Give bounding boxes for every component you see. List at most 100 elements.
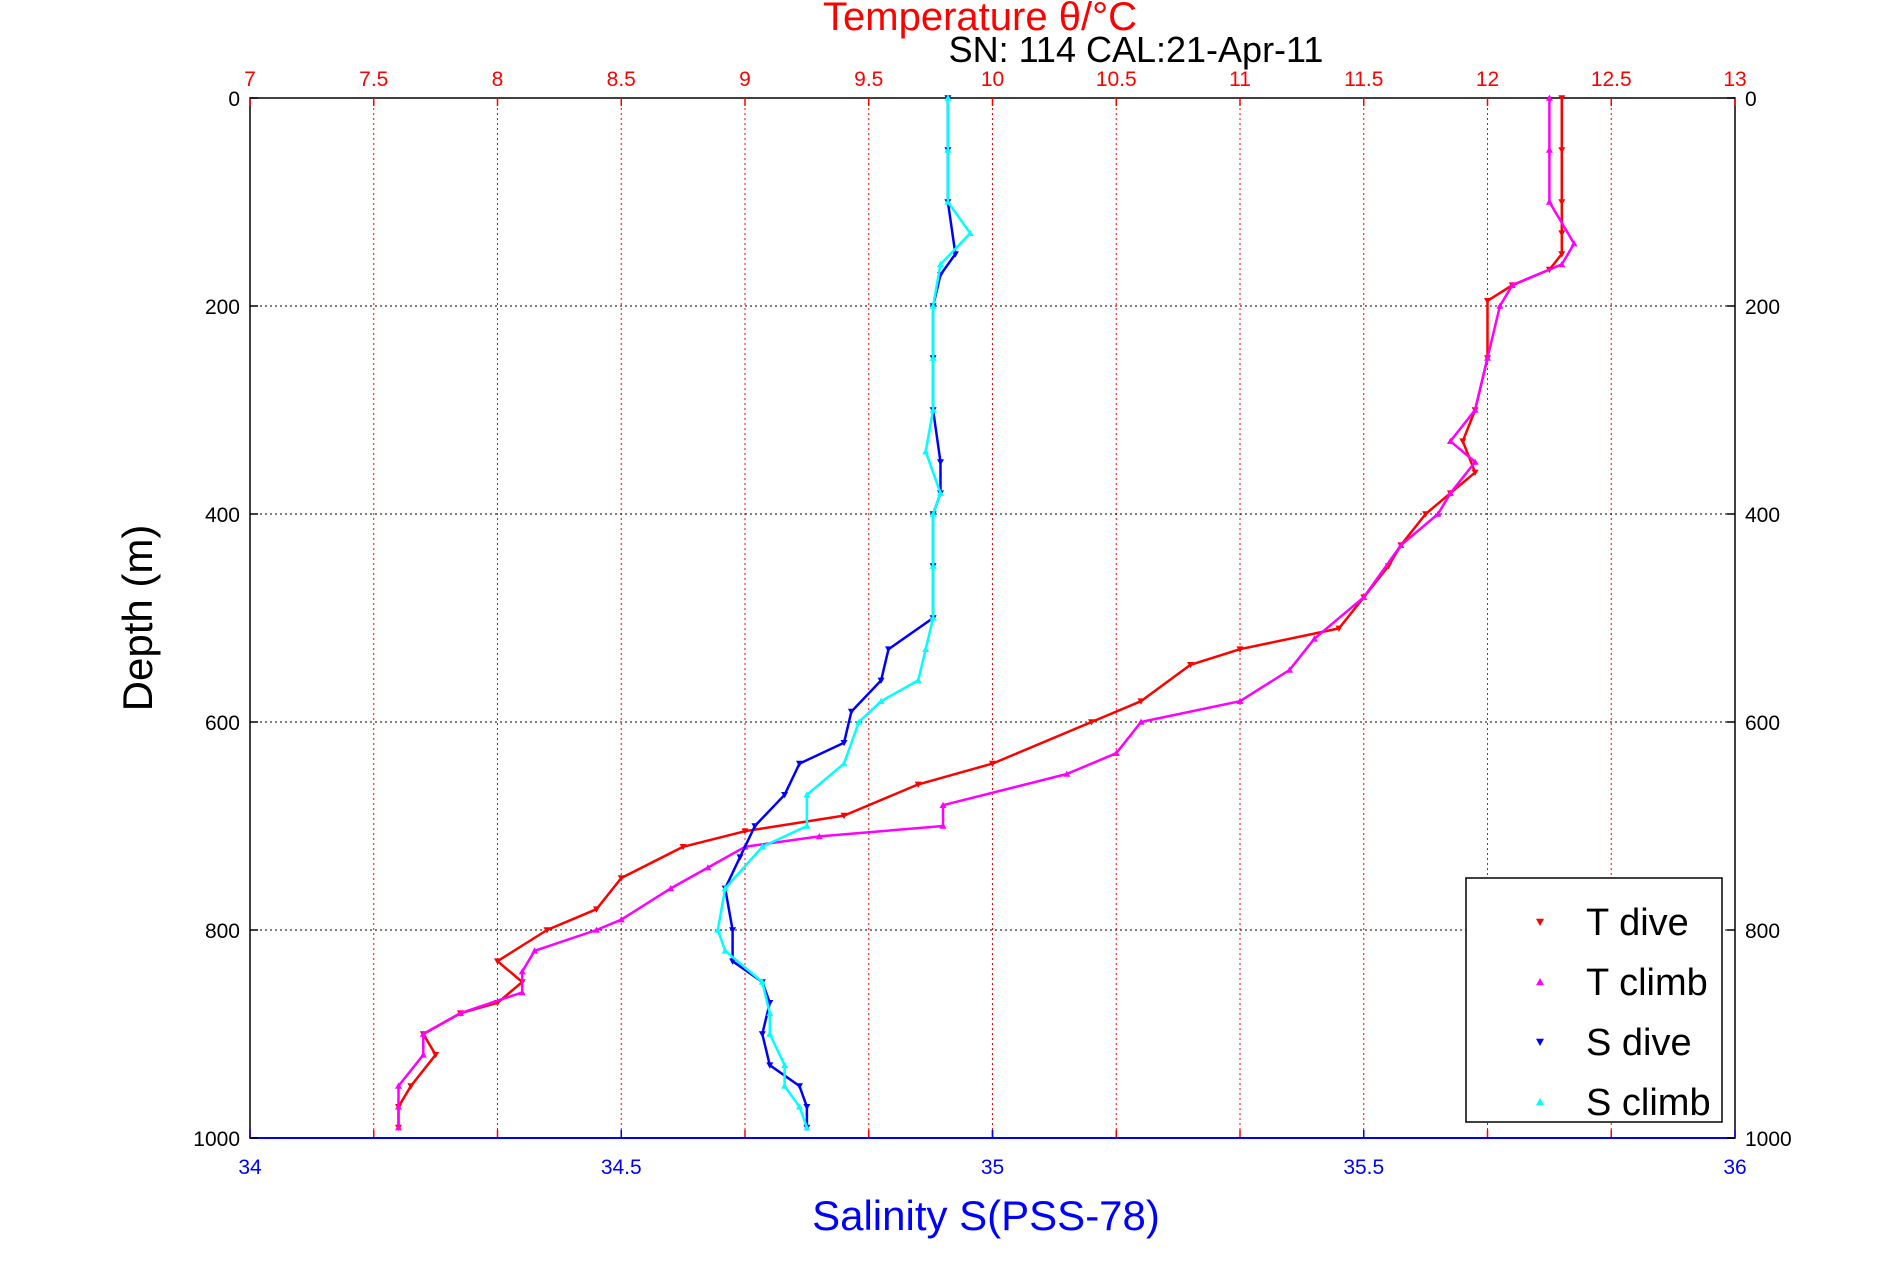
data-point-s-climb [944,94,952,101]
data-point-t-dive [593,906,600,913]
data-point-t-climb [939,822,947,829]
data-point-s-climb [855,718,863,725]
y-tick-label-left: 0 [228,88,240,111]
data-point-t-climb [419,1051,427,1058]
data-point-t-climb [704,864,712,871]
legend-label-t-climb: T climb [1586,962,1708,1004]
legend-box [1465,877,1723,1123]
data-point-s-climb [966,229,974,236]
data-point-s-climb [929,406,937,413]
x-top-tick-label: 12.5 [1591,68,1632,91]
y-axis-label: Depth (m) [114,525,161,712]
data-point-t-climb [1310,635,1318,642]
data-point-t-climb [815,832,823,840]
data-point-s-dive [729,927,737,934]
data-point-t-dive [1422,511,1430,518]
data-point-t-climb [939,801,947,808]
data-point-t-dive [407,1083,415,1090]
data-point-t-climb [1558,260,1566,268]
data-point-s-climb [840,760,848,767]
data-point-s-climb [929,510,937,517]
data-point-s-dive [951,251,959,258]
data-point-s-dive [885,646,892,653]
data-point-t-dive [741,828,749,835]
data-point-s-dive [803,1104,811,1111]
data-point-t-dive [1471,469,1479,476]
y-tick-label-right: 600 [1745,712,1780,735]
data-point-s-dive [847,708,855,716]
data-point-s-climb [944,198,952,205]
legend-label-t-dive: T dive [1586,902,1689,944]
data-point-s-dive [796,1083,803,1090]
x-top-tick-label: 12 [1476,68,1499,91]
data-point-t-climb [1570,240,1578,247]
data-point-t-dive [1558,199,1566,206]
data-point-t-climb [531,947,539,954]
y-tick-label-right: 800 [1745,920,1780,943]
x-axis-label-bottom: Salinity S(PSS-78) [812,1192,1160,1239]
data-point-s-dive [751,823,759,830]
data-point-s-climb [803,1124,811,1131]
legend-label-s-dive: S dive [1586,1022,1692,1064]
series-t-climb [395,94,1578,1131]
x-top-tick-label: 7.5 [359,68,388,91]
data-point-t-climb [617,916,625,923]
data-point-t-dive [1558,230,1566,237]
data-point-t-dive [1558,251,1566,258]
data-point-t-climb [1471,458,1479,465]
data-point-t-dive [914,781,922,788]
data-point-t-climb [1137,718,1145,725]
data-point-s-climb [803,791,811,798]
data-point-s-dive [758,1031,766,1038]
data-point-s-dive [877,677,885,684]
data-point-t-climb [1508,281,1516,288]
x-top-tick-label: 8 [492,68,504,91]
data-point-t-climb [1434,510,1442,517]
data-point-t-dive [1484,298,1491,305]
x-top-tick-label: 9 [739,68,751,91]
x-bottom-tick-label: 34.5 [601,1156,642,1179]
x-top-tick-label: 8.5 [607,68,636,91]
data-point-s-dive [840,740,848,747]
data-point-s-climb [937,489,944,496]
y-tick-label-left: 800 [205,920,240,943]
data-point-t-dive [1335,625,1343,632]
series-s-climb [714,94,974,1131]
data-point-t-dive [989,760,996,768]
x-top-tick-label: 10.5 [1096,68,1137,91]
data-point-s-climb [781,1061,789,1068]
data-point-t-climb [1545,94,1553,101]
data-point-t-dive [840,812,848,820]
data-point-t-climb [1545,198,1553,205]
data-point-t-dive [494,958,501,965]
data-point-t-dive [1088,719,1095,726]
data-point-t-dive [1558,95,1566,102]
data-point-s-climb [922,645,930,652]
data-point-s-climb [781,1082,789,1089]
x-top-tick-label: 11 [1229,68,1251,91]
data-point-t-climb [667,884,675,892]
y-tick-label-left: 1000 [193,1128,240,1151]
x-top-tick-label: 9.5 [854,68,883,91]
data-point-t-climb [456,1009,464,1016]
data-point-t-climb [419,1030,427,1037]
data-point-s-dive [937,459,944,466]
data-point-t-climb [1545,146,1553,153]
data-point-t-dive [1459,438,1467,445]
data-point-s-climb [929,562,937,569]
data-point-s-climb [929,302,937,309]
data-point-t-climb [1446,489,1454,496]
data-point-s-climb [796,1103,803,1110]
data-point-s-dive [796,760,803,768]
legend: T dive T climb S dive S climb [1465,877,1723,1124]
x-bottom-tick-label: 34 [238,1156,262,1179]
chart-title: Temperature θ/°C [823,0,1137,39]
y-tick-label-right: 200 [1745,296,1780,319]
x-bottom-tick-label: 36 [1723,1156,1746,1179]
data-point-s-climb [758,978,766,985]
data-marks [395,94,1578,1132]
x-top-tick-label: 10 [981,68,1004,91]
y-tick-label-right: 400 [1745,504,1780,527]
data-point-s-climb [937,260,944,268]
data-point-t-climb [1286,666,1293,673]
